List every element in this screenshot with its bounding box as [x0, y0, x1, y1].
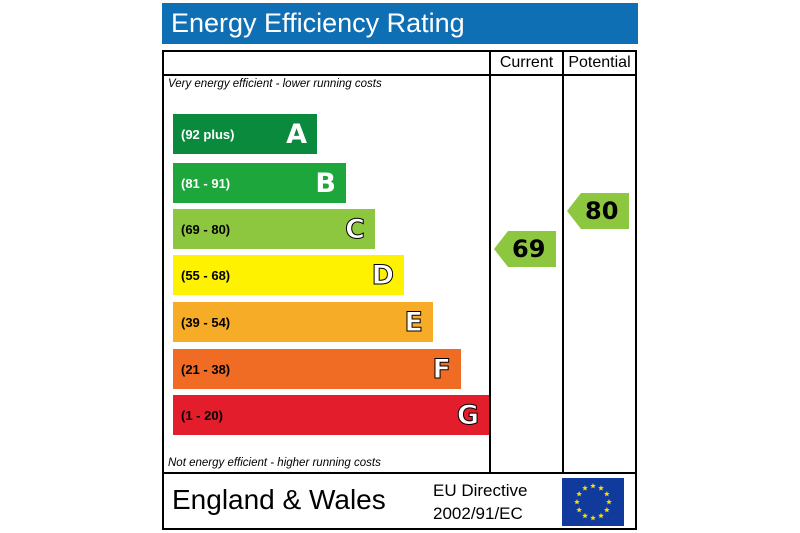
band-range: (1 - 20) — [181, 407, 223, 423]
column-potential: Potential — [568, 54, 631, 71]
region-label: England & Wales — [172, 484, 386, 515]
divider-potential — [562, 50, 564, 474]
current-rating-value: 69 — [512, 235, 546, 263]
eu-star — [576, 491, 582, 497]
eu-stars — [574, 483, 612, 521]
band-a: (92 plus) A — [173, 114, 317, 154]
directive-line2: 2002/91/EC — [433, 504, 523, 523]
band-range: (69 - 80) — [181, 221, 231, 237]
band-f: (21 - 38) F — [173, 349, 461, 389]
chart-title: Energy Efficiency Rating — [171, 8, 465, 38]
title-bar: Energy Efficiency Rating — [162, 3, 638, 44]
footer-rule — [162, 472, 637, 474]
band-letter: C — [345, 213, 366, 245]
band-g: (1 - 20) G — [173, 395, 489, 435]
eu-star — [582, 512, 588, 519]
eu-star — [604, 507, 610, 513]
band-e: (39 - 54) E — [173, 302, 433, 342]
eu-star — [574, 499, 580, 505]
band-letter: E — [404, 306, 423, 338]
divider-current — [489, 50, 491, 474]
header-rule — [162, 74, 637, 76]
band-letter: A — [286, 118, 307, 150]
band-b: (81 - 91) B — [173, 163, 346, 203]
eu-star — [604, 491, 610, 497]
bottom-note: Not energy efficient - higher running co… — [168, 457, 381, 469]
band-range: (81 - 91) — [181, 175, 231, 191]
potential-rating-value: 80 — [585, 197, 619, 225]
eu-star — [590, 483, 596, 489]
directive-label: EU Directive 2002/91/EC — [433, 479, 527, 525]
potential-arrow-shape — [567, 193, 629, 229]
band-letter: B — [315, 167, 336, 199]
band-range: (21 - 38) — [181, 361, 231, 377]
eu-star — [590, 515, 596, 521]
band-letter: D — [371, 259, 394, 291]
band-range: (39 - 54) — [181, 314, 231, 330]
eu-star — [598, 512, 604, 519]
eu-star — [582, 485, 588, 491]
band-letter: G — [456, 399, 479, 431]
column-current: Current — [499, 54, 554, 71]
band-letter: F — [432, 353, 451, 385]
band-range: (55 - 68) — [181, 267, 231, 283]
eu-star — [606, 499, 612, 505]
band-range: (92 plus) — [181, 126, 235, 142]
band-d: (55 - 68) D — [173, 255, 404, 295]
rating-frame — [162, 50, 637, 530]
eu-flag-icon — [562, 478, 624, 526]
band-c: (69 - 80) C — [173, 209, 375, 249]
directive-line1: EU Directive — [433, 481, 528, 500]
eu-star — [576, 507, 582, 513]
eu-star — [598, 485, 604, 491]
current-arrow-shape — [494, 231, 556, 267]
top-note: Very energy efficient - lower running co… — [168, 78, 382, 90]
